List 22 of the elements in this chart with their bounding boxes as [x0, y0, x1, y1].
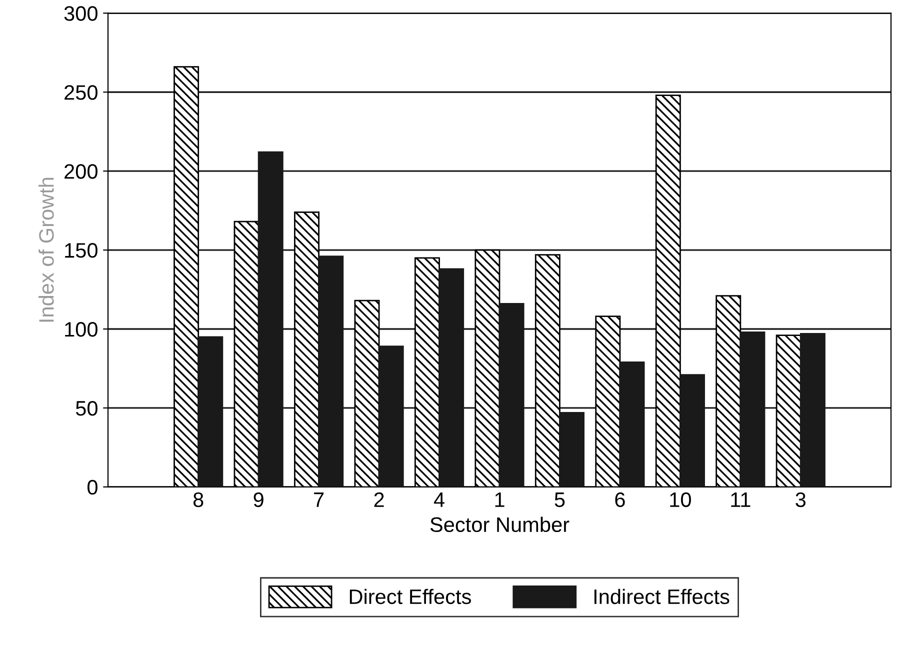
x-tick-label: 10 [670, 492, 691, 508]
x-tick-label: 6 [615, 492, 625, 508]
x-tick-label: 8 [193, 492, 204, 508]
y-tick-label: 250 [64, 85, 98, 100]
x-axis-title: Sector Number [430, 516, 570, 532]
y-tick-label: 50 [76, 400, 98, 416]
x-tick-label: 5 [554, 492, 565, 508]
x-tick-label: 2 [374, 492, 384, 507]
y-tick-label: 0 [88, 480, 98, 495]
y-tick-label: 100 [65, 322, 98, 337]
y-tick-label: 200 [64, 164, 98, 179]
y-axis-title: Index of Growth [38, 178, 54, 322]
legend-label: Indirect Effects [594, 588, 730, 604]
legend-label: Direct Effects [350, 588, 471, 604]
x-tick-label: 9 [254, 492, 264, 508]
x-tick-label: 11 [731, 492, 750, 507]
y-tick-label: 150 [65, 243, 98, 258]
y-tick-label: 300 [64, 6, 98, 21]
x-tick-label: 7 [314, 492, 324, 507]
x-tick-label: 1 [495, 492, 504, 507]
x-tick-label: 3 [796, 492, 806, 508]
x-tick-label: 4 [434, 492, 444, 507]
